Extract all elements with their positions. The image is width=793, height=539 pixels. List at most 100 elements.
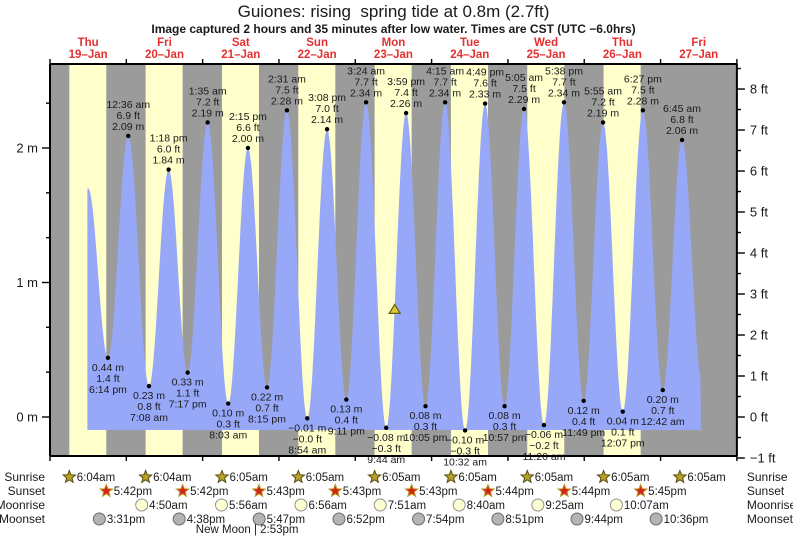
moonrise-icon [531, 498, 545, 512]
tide-extreme-dot [284, 108, 290, 113]
tide-extreme-dot [205, 120, 210, 125]
tide-extreme-label: 2.14 m [311, 114, 343, 126]
tide-extreme-dot [305, 416, 310, 421]
tide-extreme-label: 8:15 pm [248, 413, 286, 425]
tide-extreme-label: −0.3 ft [371, 443, 401, 455]
tide-extreme-dot [363, 100, 369, 105]
tide-extreme-label: −0.01 m [288, 422, 326, 434]
right-axis-label: 0 ft [750, 410, 768, 425]
tide-extreme-label: 0.08 m [409, 410, 441, 422]
tide-extreme-dot [344, 397, 349, 402]
tide-extreme-label: 2.34 m [548, 87, 580, 99]
tide-extreme-label: 0.7 ft [651, 405, 674, 417]
right-axis-label: 6 ft [750, 164, 768, 179]
day-date-label: 27–Jan [679, 49, 718, 61]
tide-extreme-label: 3:24 am [347, 65, 385, 77]
moonset-time: 7:54pm [426, 514, 464, 526]
tide-extreme-label: 2:31 am [268, 73, 306, 85]
day-of-week-label: Tue [460, 37, 480, 49]
left-axis-label: 0 m [16, 410, 38, 425]
tide-extreme-label: 2:15 pm [229, 111, 267, 123]
tide-extreme-dot [403, 110, 409, 116]
tide-extreme-dot [384, 425, 389, 430]
tide-extreme-label: 2.26 m [390, 98, 422, 110]
sunrise-time: 6:04am [153, 472, 191, 484]
tide-extreme-label: 6.8 ft [670, 114, 693, 126]
day-date-label: 20–Jan [145, 49, 184, 61]
tide-extreme-label: 6:45 am [663, 103, 701, 115]
tide-extreme-label: 2.34 m [429, 87, 461, 99]
tide-extreme-label: 6:27 pm [624, 73, 662, 85]
moonrise-icon [294, 498, 308, 512]
tide-extreme-label: 1:18 pm [150, 133, 188, 145]
day-date-label: 22–Jan [298, 49, 337, 61]
tide-extreme-label: 11:20 am [522, 451, 565, 463]
day-of-week-label: Thu [78, 37, 99, 49]
tide-extreme-label: 1.4 ft [96, 373, 119, 385]
sunset-time: 5:45pm [648, 486, 686, 498]
tide-extreme-dot [561, 100, 567, 105]
tide-extreme-dot [126, 133, 131, 139]
moonset-icon [332, 512, 346, 526]
tide-extreme-label: 1.1 ft [176, 388, 199, 400]
day-date-label: 25–Jan [527, 49, 566, 61]
sunset-time: 5:43pm [343, 486, 381, 498]
tide-extreme-label: 5:38 pm [545, 65, 583, 77]
sunset-row-label-right: Sunset [747, 484, 785, 498]
right-axis-label: 7 ft [750, 123, 768, 138]
tide-extreme-label: 7.5 ft [512, 83, 535, 95]
sunrise-icon [519, 469, 535, 484]
tide-extreme-dot [264, 385, 270, 390]
moonrise-icon [135, 498, 149, 512]
tide-extreme-label: 7.5 ft [275, 84, 298, 96]
moonrise-time: 10:07am [624, 500, 669, 512]
moonrise-time: 4:50am [149, 500, 187, 512]
sunrise-icon [443, 469, 459, 484]
tide-extreme-label: 0.13 m [330, 404, 362, 416]
tide-extreme-dot [600, 120, 606, 125]
sunrise-icon [214, 469, 230, 484]
sunset-time: 5:42pm [114, 486, 152, 498]
moonset-row-label-right: Moonset [747, 512, 793, 526]
right-axis-label: 5 ft [750, 205, 768, 220]
tide-extreme-label: 0.20 m [647, 394, 679, 406]
tide-extreme-label: 1.84 m [153, 155, 185, 167]
tide-extreme-label: 2.19 m [587, 107, 619, 119]
sunset-time: 5:43pm [419, 486, 457, 498]
tide-extreme-label: 7.7 ft [354, 76, 377, 88]
tide-extreme-label: 0.1 ft [611, 427, 634, 439]
day-date-label: 19–Jan [69, 49, 108, 61]
tide-extreme-label: 0.23 m [133, 390, 165, 402]
tide-extreme-dot [324, 126, 330, 132]
day-of-week-label: Fri [691, 37, 706, 49]
tide-extreme-label: 2.06 m [666, 125, 698, 137]
moon-phase-label: New Moon | 2:53pm [196, 524, 299, 536]
day-date-label: 24–Jan [450, 49, 489, 61]
tide-extreme-label: 8:54 am [288, 444, 326, 456]
sunrise-time: 6:05am [382, 472, 420, 484]
tide-extreme-label: 0.08 m [489, 410, 521, 422]
tide-extreme-label: 2.34 m [350, 87, 382, 99]
tide-extreme-label: 1:35 am [189, 85, 227, 97]
tide-extreme-dot [521, 106, 527, 112]
tide-extreme-label: 3:59 pm [387, 76, 425, 88]
tide-extreme-label: 5:55 am [584, 85, 622, 97]
tide-extreme-label: 7.7 ft [433, 76, 456, 88]
tide-extreme-label: 12:42 am [641, 416, 685, 428]
sunrise-icon [672, 469, 688, 484]
tide-extreme-label: 7.0 ft [315, 103, 338, 115]
tide-extreme-label: 0.33 m [172, 377, 204, 389]
sunrise-time: 6:05am [229, 472, 267, 484]
sunrise-time: 6:05am [306, 472, 344, 484]
tide-extreme-dot [660, 387, 665, 393]
sunset-time: 5:43pm [266, 486, 304, 498]
moonrise-icon [452, 498, 466, 512]
tide-extreme-label: 2.00 m [232, 133, 264, 145]
sunset-icon [98, 483, 114, 498]
tide-extreme-label: 6:14 pm [89, 384, 127, 396]
sunset-time: 5:42pm [190, 486, 228, 498]
sunrise-time: 6:04am [77, 472, 115, 484]
tide-extreme-label: 0.3 ft [414, 421, 437, 433]
tide-extreme-dot [185, 370, 190, 375]
